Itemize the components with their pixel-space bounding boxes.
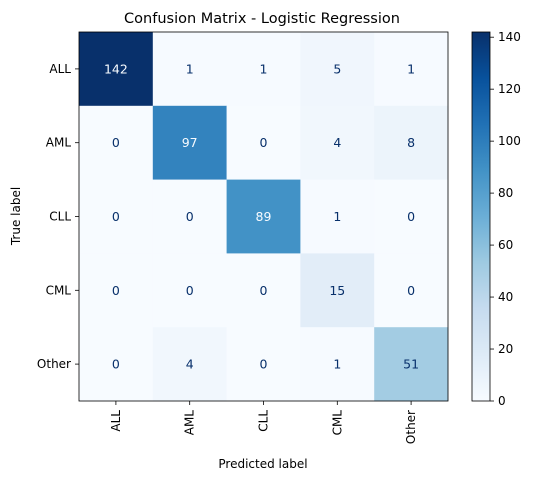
colorbar-tick-label: 40 <box>498 290 513 304</box>
cell-value-label: 1 <box>186 61 194 76</box>
x-tick-label: AML <box>183 410 197 436</box>
cell-value-label: 1 <box>260 61 268 76</box>
chart-title: Confusion Matrix - Logistic Regression <box>124 11 400 27</box>
heatmap-cell <box>152 179 227 254</box>
cell-value-label: 51 <box>403 357 419 372</box>
cell-value-label: 0 <box>112 135 120 150</box>
heatmap-cell <box>226 105 301 180</box>
heatmap-cells <box>79 32 449 402</box>
x-tick-label: Other <box>404 410 418 444</box>
cell-value-label: 0 <box>112 283 120 298</box>
y-tick-label: Other <box>37 357 71 371</box>
heatmap-cell <box>79 327 154 402</box>
heatmap-cell <box>374 327 449 402</box>
heatmap-cell <box>226 253 301 328</box>
heatmap-cell <box>79 179 154 254</box>
heatmap-cell <box>300 327 375 402</box>
heatmap-cell <box>152 253 227 328</box>
heatmap-cell <box>79 105 154 180</box>
heatmap-cell <box>374 32 449 107</box>
colorbar-tick-label: 120 <box>498 82 521 96</box>
cell-value-label: 0 <box>407 209 415 224</box>
colorbar <box>471 31 491 402</box>
cell-value-label: 142 <box>104 61 128 76</box>
cell-value-label: 0 <box>112 357 120 372</box>
heatmap-cell <box>300 105 375 180</box>
y-tick-label: AML <box>46 136 72 150</box>
heatmap-cell <box>226 32 301 107</box>
cell-value-label: 8 <box>407 135 415 150</box>
colorbar-tick-label: 60 <box>498 238 513 252</box>
colorbar-tick-label: 80 <box>498 186 513 200</box>
y-tick-label: ALL <box>49 62 71 76</box>
cell-value-label: 1 <box>333 209 341 224</box>
x-tick-label: CML <box>330 410 344 436</box>
heatmap-cell <box>300 253 375 328</box>
y-tick-label: CML <box>46 283 72 297</box>
heatmap-cell <box>79 32 154 107</box>
heatmap-cell <box>226 327 301 402</box>
heatmap-cell <box>79 253 154 328</box>
cell-value-label: 0 <box>186 283 194 298</box>
cell-value-label: 1 <box>333 357 341 372</box>
x-axis-label: Predicted label <box>218 457 307 471</box>
colorbar-tick-label: 20 <box>498 342 513 356</box>
colorbar-tick-label: 100 <box>498 134 521 148</box>
colorbar-tick-label: 0 <box>498 394 506 408</box>
y-axis-ticks: ALL AML CLL CML Other <box>37 62 79 371</box>
cell-value-label: 0 <box>407 283 415 298</box>
cell-value-label: 89 <box>256 209 272 224</box>
y-tick-label: CLL <box>49 210 71 224</box>
cell-value-labels: 142 1 1 5 10 97 0 4 80 0 89 1 00 0 0 15 00 4 0 1 51 <box>104 61 419 371</box>
colorbar-ticks: 0 20 40 60 80 100 120 140 <box>490 30 521 408</box>
heatmap-cell <box>152 105 227 180</box>
cell-value-label: 5 <box>333 61 341 76</box>
cell-value-label: 4 <box>333 135 341 150</box>
heatmap-cell <box>374 105 449 180</box>
cell-value-label: 0 <box>260 135 268 150</box>
cell-value-label: 0 <box>260 357 268 372</box>
cell-value-label: 97 <box>182 135 198 150</box>
cell-value-label: 0 <box>260 283 268 298</box>
heatmap-cell <box>374 253 449 328</box>
cell-value-label: 4 <box>186 357 194 372</box>
heatmap-cell <box>152 327 227 402</box>
x-axis-ticks: ALL AML CLL CML Other <box>109 401 418 444</box>
y-axis-label: True label <box>9 187 23 246</box>
cell-value-label: 1 <box>407 61 415 76</box>
heatmap-cell <box>152 32 227 107</box>
heatmap-cell <box>226 179 301 254</box>
cell-value-label: 15 <box>329 283 345 298</box>
cell-value-label: 0 <box>112 209 120 224</box>
heatmap-cell <box>300 179 375 254</box>
x-tick-label: ALL <box>109 410 123 432</box>
colorbar-tick-label: 140 <box>498 30 521 44</box>
heatmap-cell <box>374 179 449 254</box>
cell-value-label: 0 <box>186 209 194 224</box>
heatmap-cell <box>300 32 375 107</box>
x-tick-label: CLL <box>257 410 271 432</box>
